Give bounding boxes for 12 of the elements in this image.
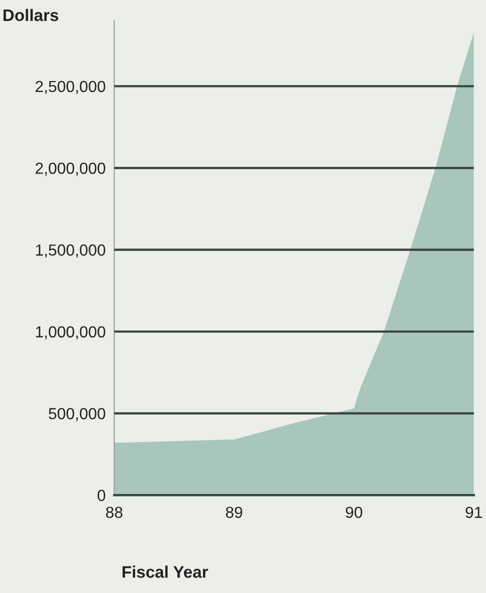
- y-tick-label: 500,000: [48, 408, 106, 422]
- y-tick-label: 1,500,000: [36, 244, 106, 258]
- x-tick-label: 91: [466, 506, 482, 518]
- x-tick-label: 88: [106, 506, 122, 518]
- y-tick-label: 0: [98, 490, 106, 502]
- y-tick-label: 2,500,000: [36, 80, 106, 94]
- y-tick-label: 1,000,000: [36, 326, 106, 340]
- x-tick-label: 90: [346, 506, 362, 518]
- x-tick-label: 89: [226, 506, 242, 518]
- chart-title: Dollars: [4, 8, 58, 22]
- y-tick-label: 2,000,000: [36, 162, 106, 176]
- x-axis-title: Fiscal Year: [122, 566, 208, 578]
